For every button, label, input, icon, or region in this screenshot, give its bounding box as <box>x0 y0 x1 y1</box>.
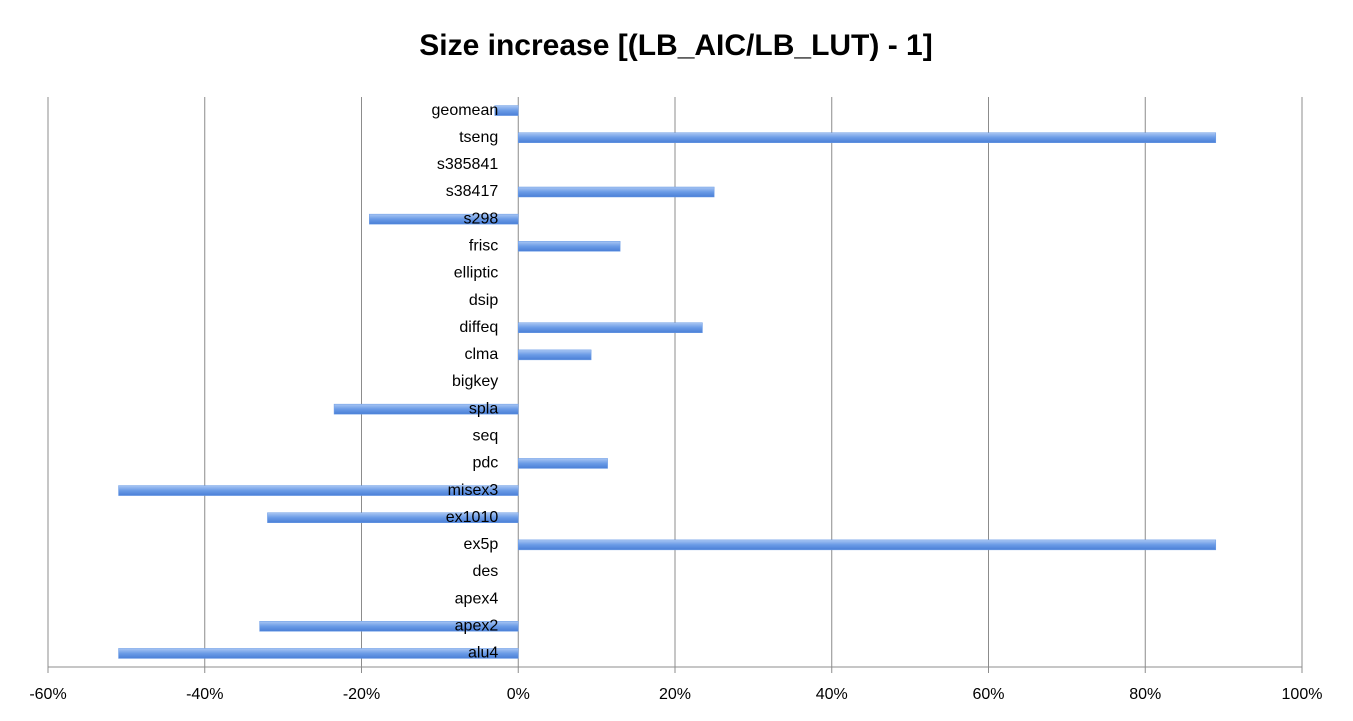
y-tick-label: apex4 <box>455 590 499 607</box>
x-tick-label: -40% <box>186 686 223 703</box>
y-tick-label: frisc <box>469 238 498 255</box>
bar <box>118 485 519 496</box>
y-tick-label: s298 <box>464 210 499 227</box>
y-tick-label: misex3 <box>448 482 499 499</box>
y-tick-label: tseng <box>459 129 498 146</box>
y-tick-label: dsip <box>469 292 498 309</box>
bar <box>518 322 703 333</box>
y-tick-label: des <box>472 563 498 580</box>
y-tick-label: apex2 <box>455 618 499 635</box>
x-tick-label: 0% <box>507 686 530 703</box>
bar <box>333 403 519 415</box>
y-tick-label: alu4 <box>468 645 498 662</box>
bar <box>259 621 519 632</box>
y-tick-label: s385841 <box>437 156 498 173</box>
bar <box>518 349 592 361</box>
bar <box>518 132 1217 143</box>
chart-title: Size increase [(LB_AIC/LB_LUT) - 1] <box>419 29 932 62</box>
x-tick-label: 100% <box>1282 686 1323 703</box>
x-tick-label: -20% <box>343 686 380 703</box>
bar <box>518 241 621 252</box>
y-tick-label: spla <box>469 400 498 417</box>
bar <box>267 512 519 523</box>
y-tick-label: diffeq <box>459 319 498 336</box>
x-tick-label: 80% <box>1129 686 1161 703</box>
bar <box>518 539 1217 551</box>
bar <box>518 458 608 469</box>
bar <box>118 648 519 659</box>
y-tick-label: pdc <box>472 455 498 472</box>
x-tick-label: 20% <box>659 686 691 703</box>
y-tick-label: seq <box>472 428 498 445</box>
y-tick-label: elliptic <box>454 265 498 282</box>
y-tick-label: s38417 <box>446 183 499 200</box>
bar <box>518 186 715 198</box>
bar <box>494 105 519 116</box>
y-tick-label: geomean <box>432 102 499 119</box>
y-tick-label: clma <box>464 346 498 363</box>
x-tick-label: 40% <box>816 686 848 703</box>
bar <box>369 213 519 225</box>
y-tick-label: ex5p <box>464 536 499 553</box>
x-tick-label: -60% <box>29 686 66 703</box>
x-tick-label: 60% <box>972 686 1004 703</box>
y-tick-label: ex1010 <box>446 509 499 526</box>
y-tick-label: bigkey <box>452 373 498 390</box>
